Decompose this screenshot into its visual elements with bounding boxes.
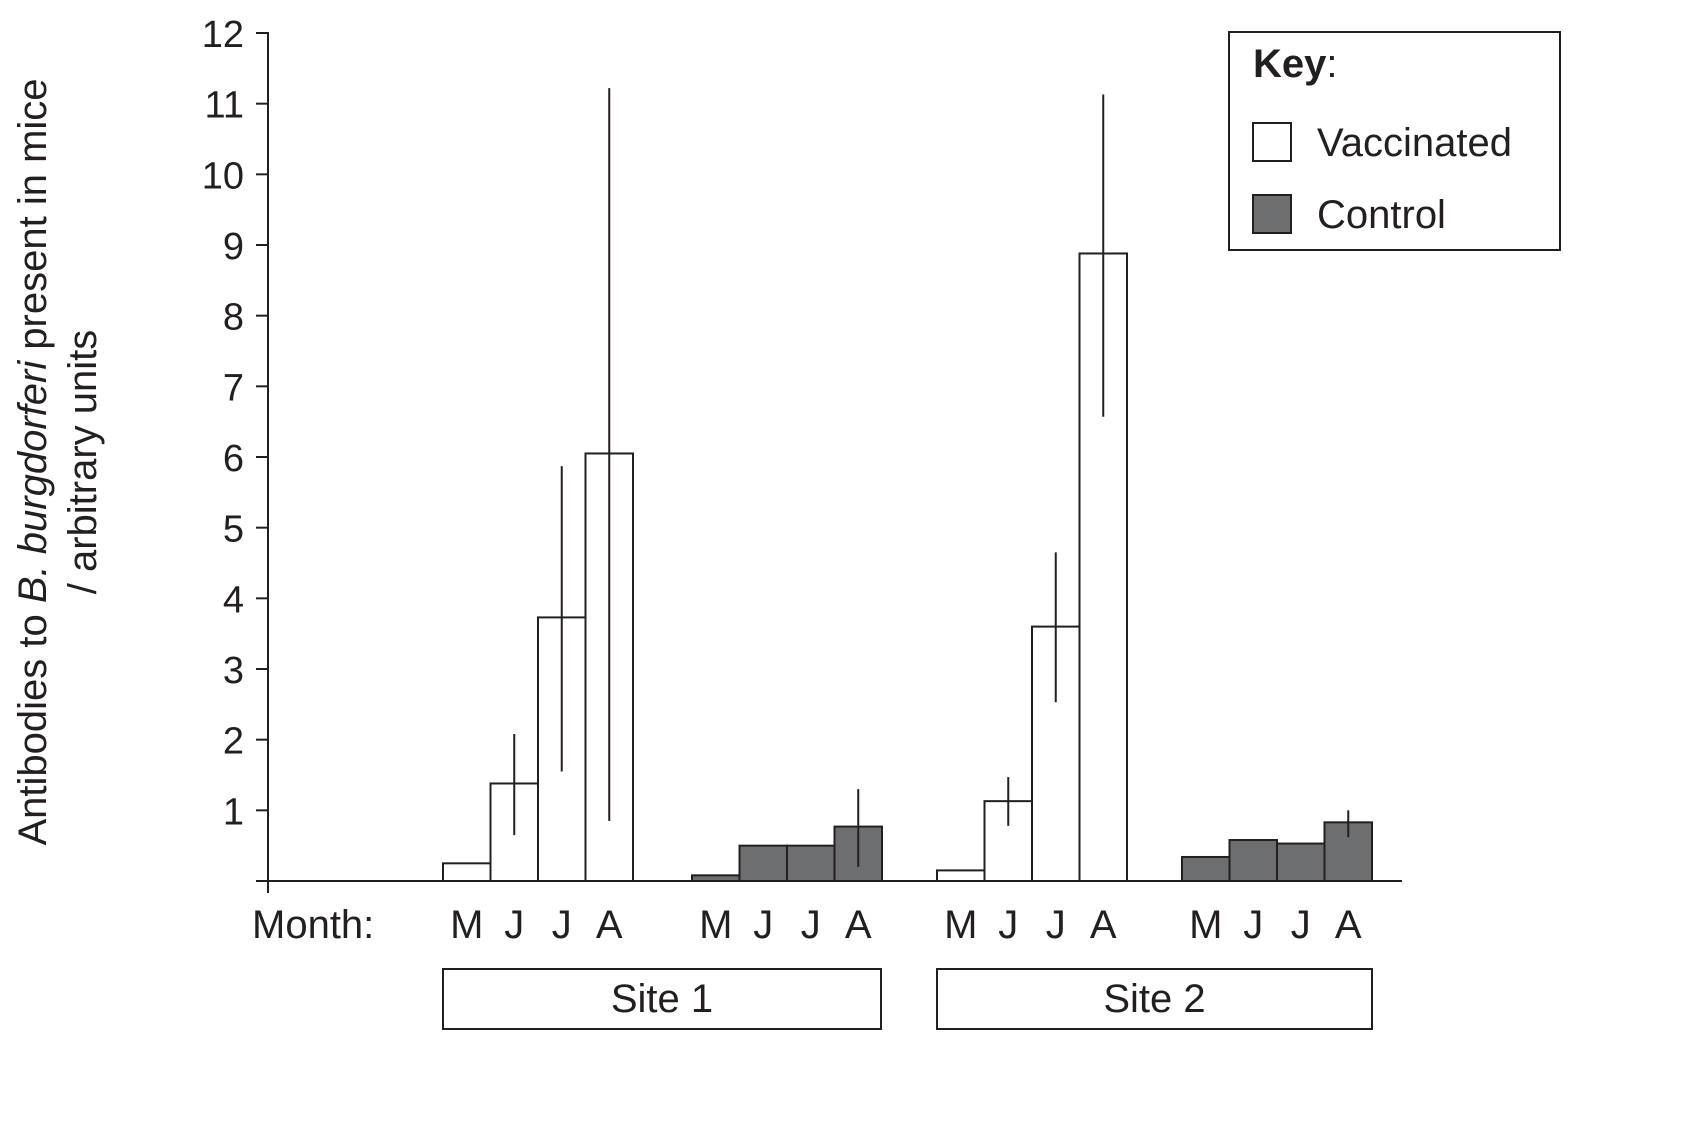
bar-control	[1228, 839, 1278, 882]
site-box	[442, 968, 882, 1030]
x-tick-label: J	[1291, 903, 1311, 947]
y-tick-label: 4	[223, 579, 244, 621]
x-tick-label: J	[552, 903, 572, 947]
y-axis-label-line1: Antibodies to B. burgdorferi present in …	[11, 78, 55, 845]
bar-control	[738, 844, 788, 883]
x-tick-label: A	[1090, 903, 1117, 947]
x-tick-label: M	[1189, 903, 1222, 947]
y-tick-label: 3	[223, 650, 244, 692]
month-label: Month:	[252, 903, 374, 947]
legend-title-key: Key	[1253, 42, 1327, 86]
legend-title: Key:	[1253, 42, 1338, 86]
site-labels: Site 1 Site 2	[442, 968, 1373, 1030]
x-tick-label: J	[801, 903, 821, 947]
y-axis-label-part: Antibodies to	[11, 603, 55, 845]
site-label: Site 2	[1103, 977, 1205, 1021]
x-tick-label: J	[1046, 903, 1066, 947]
x-tick-label: J	[1243, 903, 1263, 947]
y-tick-label: 12	[202, 14, 244, 56]
bar-vaccinated	[442, 862, 492, 882]
x-tick-label: J	[504, 903, 524, 947]
x-tick-label: J	[753, 903, 773, 947]
legend-label-vaccinated: Vaccinated	[1317, 121, 1512, 165]
x-axis: Month: M J J A M J J A M J J A M J J A	[252, 880, 1402, 947]
y-tick-label: 1	[223, 791, 244, 833]
y-tick-label: 5	[223, 509, 244, 551]
x-tick-label: M	[944, 903, 977, 947]
y-axis-label-line2: / arbitrary units	[61, 330, 105, 595]
y-tick-label: 11	[205, 85, 244, 127]
y-tick-label: 8	[223, 297, 244, 339]
y-axis-label-part: B. burgdorferi	[11, 360, 55, 603]
y-tick-label: 10	[202, 155, 244, 197]
y-tick-label: 7	[223, 367, 244, 409]
bar-control	[786, 844, 836, 883]
legend-swatch-vaccinated	[1252, 122, 1292, 162]
y-axis-label-part: present in mice	[11, 78, 55, 360]
y-axis-label: Antibodies to B. burgdorferi present in …	[11, 78, 105, 845]
x-tick-label: M	[450, 903, 483, 947]
x-tick-label: A	[845, 903, 872, 947]
legend-label-control: Control	[1317, 193, 1446, 237]
x-tick-label: A	[596, 903, 623, 947]
legend-title-colon: :	[1326, 42, 1337, 86]
legend: Key: Vaccinated Control	[1228, 31, 1561, 251]
x-tick-label: M	[699, 903, 732, 947]
bar-control	[1181, 855, 1231, 882]
x-tick-label: A	[1335, 903, 1362, 947]
y-tick-label: 2	[223, 721, 244, 763]
y-tick-label: 6	[223, 438, 244, 480]
site-box	[936, 968, 1373, 1030]
bars	[442, 88, 1373, 883]
site-label: Site 1	[611, 977, 713, 1021]
y-tick-label: 9	[223, 226, 244, 268]
x-tick-label: J	[998, 903, 1018, 947]
legend-swatch-control	[1252, 194, 1292, 234]
bar-control	[1276, 842, 1326, 883]
bar-vaccinated	[936, 869, 986, 883]
